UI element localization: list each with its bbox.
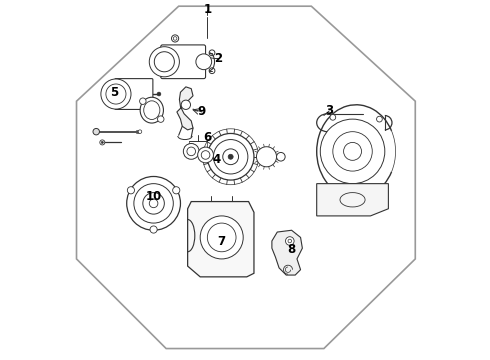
Circle shape [172,35,179,42]
Circle shape [181,100,191,109]
Circle shape [201,151,210,159]
Circle shape [286,237,294,245]
Text: 3: 3 [325,104,333,117]
Polygon shape [317,184,389,216]
Text: 7: 7 [218,235,226,248]
Circle shape [100,140,105,145]
Circle shape [157,92,161,96]
Text: 6: 6 [203,131,212,144]
Circle shape [228,154,233,159]
Circle shape [376,116,382,122]
Circle shape [101,141,103,144]
Polygon shape [177,87,193,130]
Circle shape [127,176,180,230]
Circle shape [149,199,158,208]
FancyBboxPatch shape [115,78,153,109]
Circle shape [143,193,164,214]
Circle shape [256,147,276,167]
Circle shape [149,47,179,77]
Circle shape [223,149,239,165]
Ellipse shape [140,97,164,123]
Circle shape [333,132,372,171]
Circle shape [140,98,146,104]
Circle shape [157,116,164,122]
Circle shape [150,226,157,233]
Circle shape [320,119,385,184]
FancyBboxPatch shape [161,45,206,78]
Circle shape [200,216,243,259]
Circle shape [207,223,236,252]
Ellipse shape [144,101,160,120]
Circle shape [330,114,336,120]
Circle shape [288,239,292,243]
Circle shape [127,187,135,194]
Circle shape [276,152,285,161]
Text: 8: 8 [288,243,296,256]
Circle shape [187,147,196,156]
Text: 10: 10 [146,190,162,203]
Circle shape [138,130,142,134]
Circle shape [207,134,254,180]
Circle shape [197,147,214,163]
Circle shape [93,129,99,135]
Circle shape [173,37,177,40]
Text: 1: 1 [203,3,211,15]
Circle shape [183,144,199,159]
Circle shape [101,79,131,109]
Text: 9: 9 [198,105,206,118]
Text: 4: 4 [212,153,220,166]
Circle shape [106,84,126,104]
Text: 2: 2 [214,52,222,65]
Circle shape [214,140,248,174]
Circle shape [172,187,180,194]
Circle shape [134,184,173,223]
Text: 5: 5 [110,86,118,99]
Polygon shape [188,202,254,277]
Circle shape [196,54,212,69]
Circle shape [343,143,362,160]
Polygon shape [272,230,302,275]
